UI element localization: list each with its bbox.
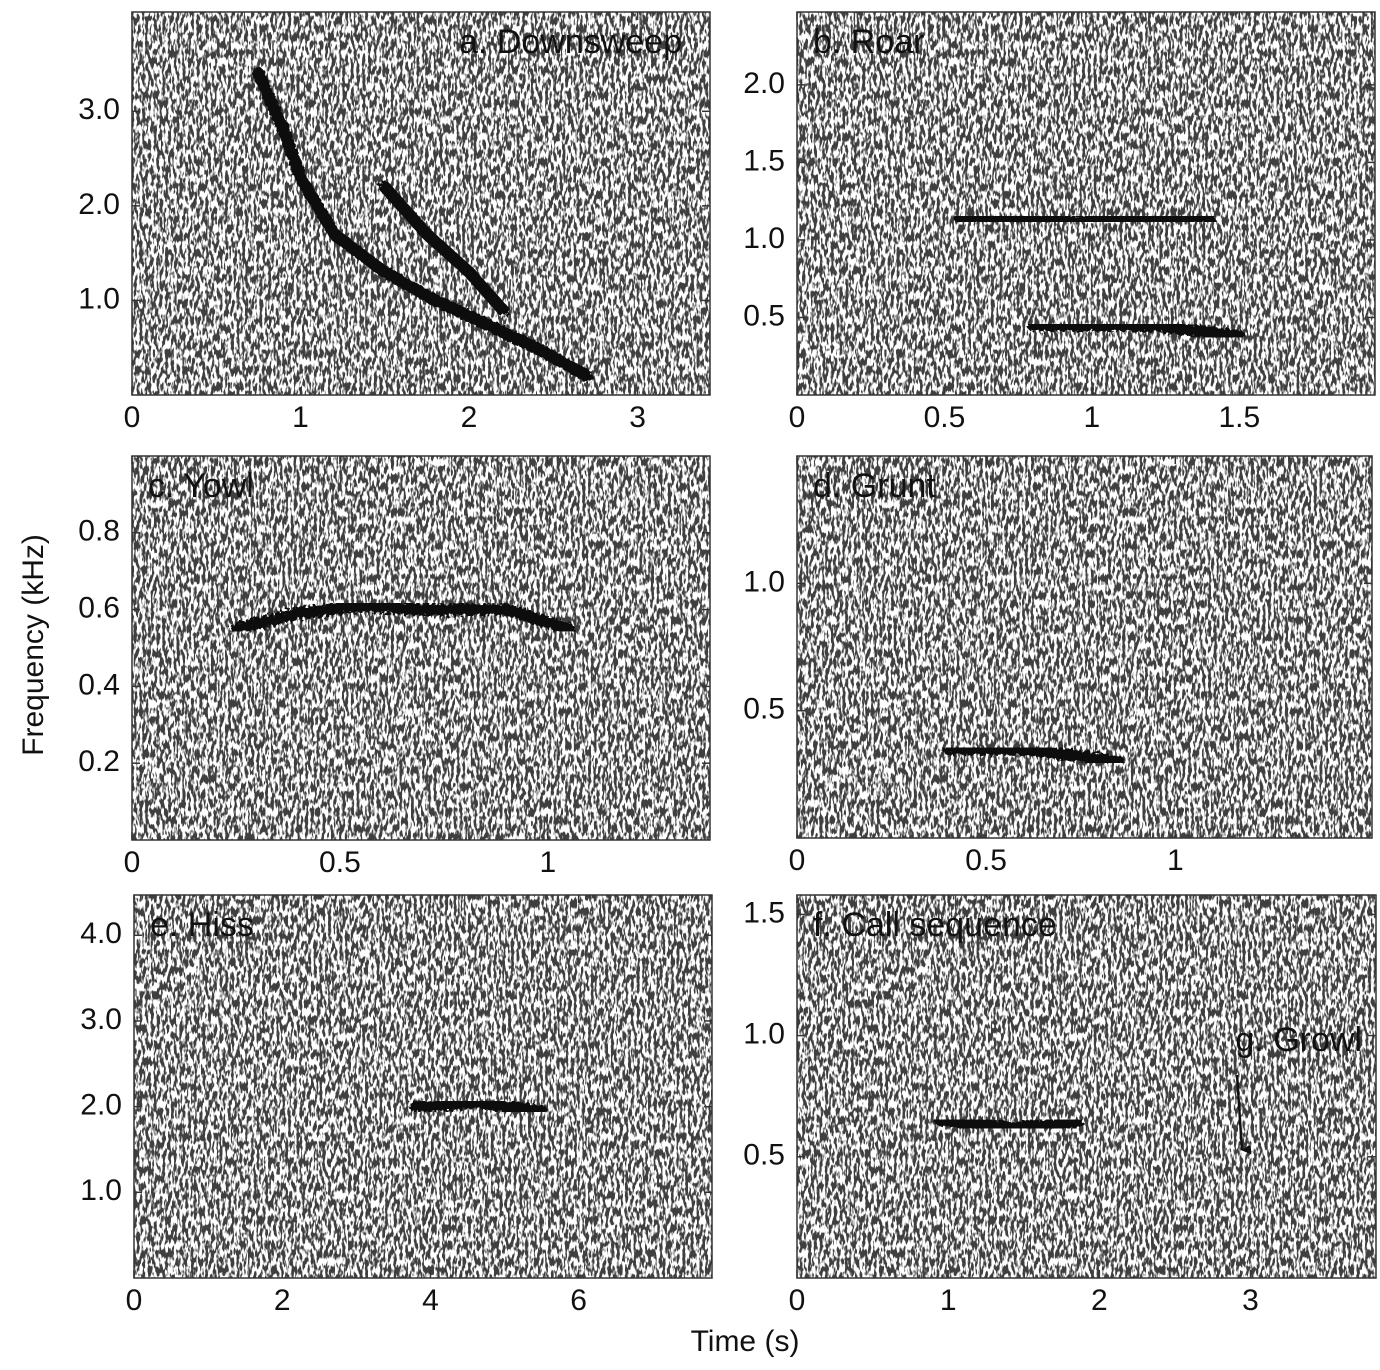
x-axis-label: Time (s) xyxy=(691,1325,800,1358)
y-tick-label: 1.5 xyxy=(743,144,785,177)
panel-title: e. Hiss xyxy=(150,906,254,944)
panel-title: d. Grunt xyxy=(813,467,936,505)
x-tick-label: 2 xyxy=(461,401,478,434)
y-tick-label: 2.0 xyxy=(743,67,785,100)
y-tick-label: 1.0 xyxy=(743,565,785,598)
y-tick-label: 4.0 xyxy=(80,917,122,950)
y-tick-label: 0.2 xyxy=(78,745,120,778)
y-tick-label: 0.5 xyxy=(743,1139,785,1172)
call-trace xyxy=(934,1114,1083,1134)
y-tick-label: 2.0 xyxy=(80,1089,122,1122)
x-tick-label: 0 xyxy=(124,846,141,879)
x-tick-label: 0 xyxy=(789,844,806,877)
y-tick-label: 0.5 xyxy=(743,693,785,726)
spectrogram-noise xyxy=(132,456,710,840)
x-tick-label: 4 xyxy=(422,1284,439,1317)
y-tick-label: 0.4 xyxy=(78,668,120,701)
plot-frame xyxy=(796,455,1373,839)
call-trace xyxy=(229,599,575,635)
call-trace xyxy=(1026,319,1246,343)
x-tick-label: 0 xyxy=(789,401,806,434)
x-tick-label: 3 xyxy=(629,401,646,434)
x-tick-label: 2 xyxy=(274,1284,291,1317)
call-trace xyxy=(942,742,1125,768)
x-tick-label: 1 xyxy=(940,1284,957,1317)
x-tick-label: 1 xyxy=(539,846,556,879)
panel-title: b. Roar xyxy=(813,23,925,61)
plot-frame xyxy=(133,894,713,1279)
y-axis-label: Frequency (kHz) xyxy=(17,534,50,756)
annotation-arrow xyxy=(1235,1074,1252,1155)
y-tick-label: 0.5 xyxy=(743,299,785,332)
y-tick-label: 1.0 xyxy=(80,1174,122,1207)
x-tick-label: 3 xyxy=(1242,1284,1259,1317)
x-tick-label: 6 xyxy=(570,1284,587,1317)
plot-frame xyxy=(796,11,1376,396)
panel-title: c. Yowl xyxy=(148,467,254,505)
x-tick-label: 1 xyxy=(1167,844,1184,877)
y-tick-label: 1.0 xyxy=(743,1018,785,1051)
call-trace xyxy=(409,1096,548,1117)
x-tick-label: 2 xyxy=(1091,1284,1108,1317)
annotation: g. Growl xyxy=(1235,1021,1362,1059)
plot-frame xyxy=(131,11,711,396)
spectrogram-noise xyxy=(797,12,1375,395)
y-tick-label: 0.6 xyxy=(78,592,120,625)
panel-title: a. Downsweep xyxy=(459,23,682,61)
call-trace xyxy=(953,210,1216,228)
x-tick-label: 1.5 xyxy=(1218,401,1260,434)
panel-title: f. Call sequence xyxy=(813,906,1057,944)
x-tick-label: 0 xyxy=(126,1284,143,1317)
spectrogram-noise xyxy=(797,895,1376,1278)
y-tick-label: 0.8 xyxy=(78,515,120,548)
plot-frame xyxy=(131,455,711,841)
y-tick-label: 1.5 xyxy=(743,896,785,929)
x-tick-label: 0.5 xyxy=(319,846,361,879)
x-tick-label: 0.5 xyxy=(924,401,966,434)
spectrogram-noise xyxy=(797,456,1372,838)
x-tick-label: 1 xyxy=(1084,401,1101,434)
x-tick-label: 0 xyxy=(789,1284,806,1317)
y-tick-label: 1.0 xyxy=(743,222,785,255)
y-tick-label: 2.0 xyxy=(78,188,120,221)
x-tick-label: 0.5 xyxy=(965,844,1007,877)
y-tick-label: 1.0 xyxy=(78,282,120,315)
x-tick-label: 1 xyxy=(292,401,309,434)
plot-frame xyxy=(796,894,1377,1279)
call-trace xyxy=(252,67,593,383)
spectrogram-noise xyxy=(132,12,710,395)
y-tick-label: 3.0 xyxy=(80,1003,122,1036)
call-trace xyxy=(378,180,509,316)
y-tick-label: 3.0 xyxy=(78,93,120,126)
spectrogram-noise xyxy=(134,895,712,1278)
x-tick-label: 0 xyxy=(124,401,141,434)
